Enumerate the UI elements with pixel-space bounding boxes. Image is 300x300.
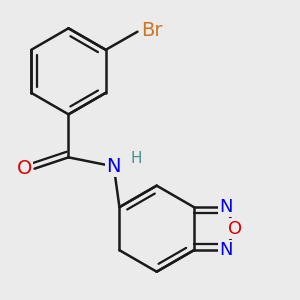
Text: N: N — [220, 198, 233, 216]
Text: Br: Br — [141, 21, 163, 40]
Text: O: O — [228, 220, 242, 238]
Text: H: H — [131, 151, 142, 166]
Text: N: N — [220, 241, 233, 259]
Text: O: O — [16, 159, 32, 178]
Text: N: N — [106, 157, 121, 176]
